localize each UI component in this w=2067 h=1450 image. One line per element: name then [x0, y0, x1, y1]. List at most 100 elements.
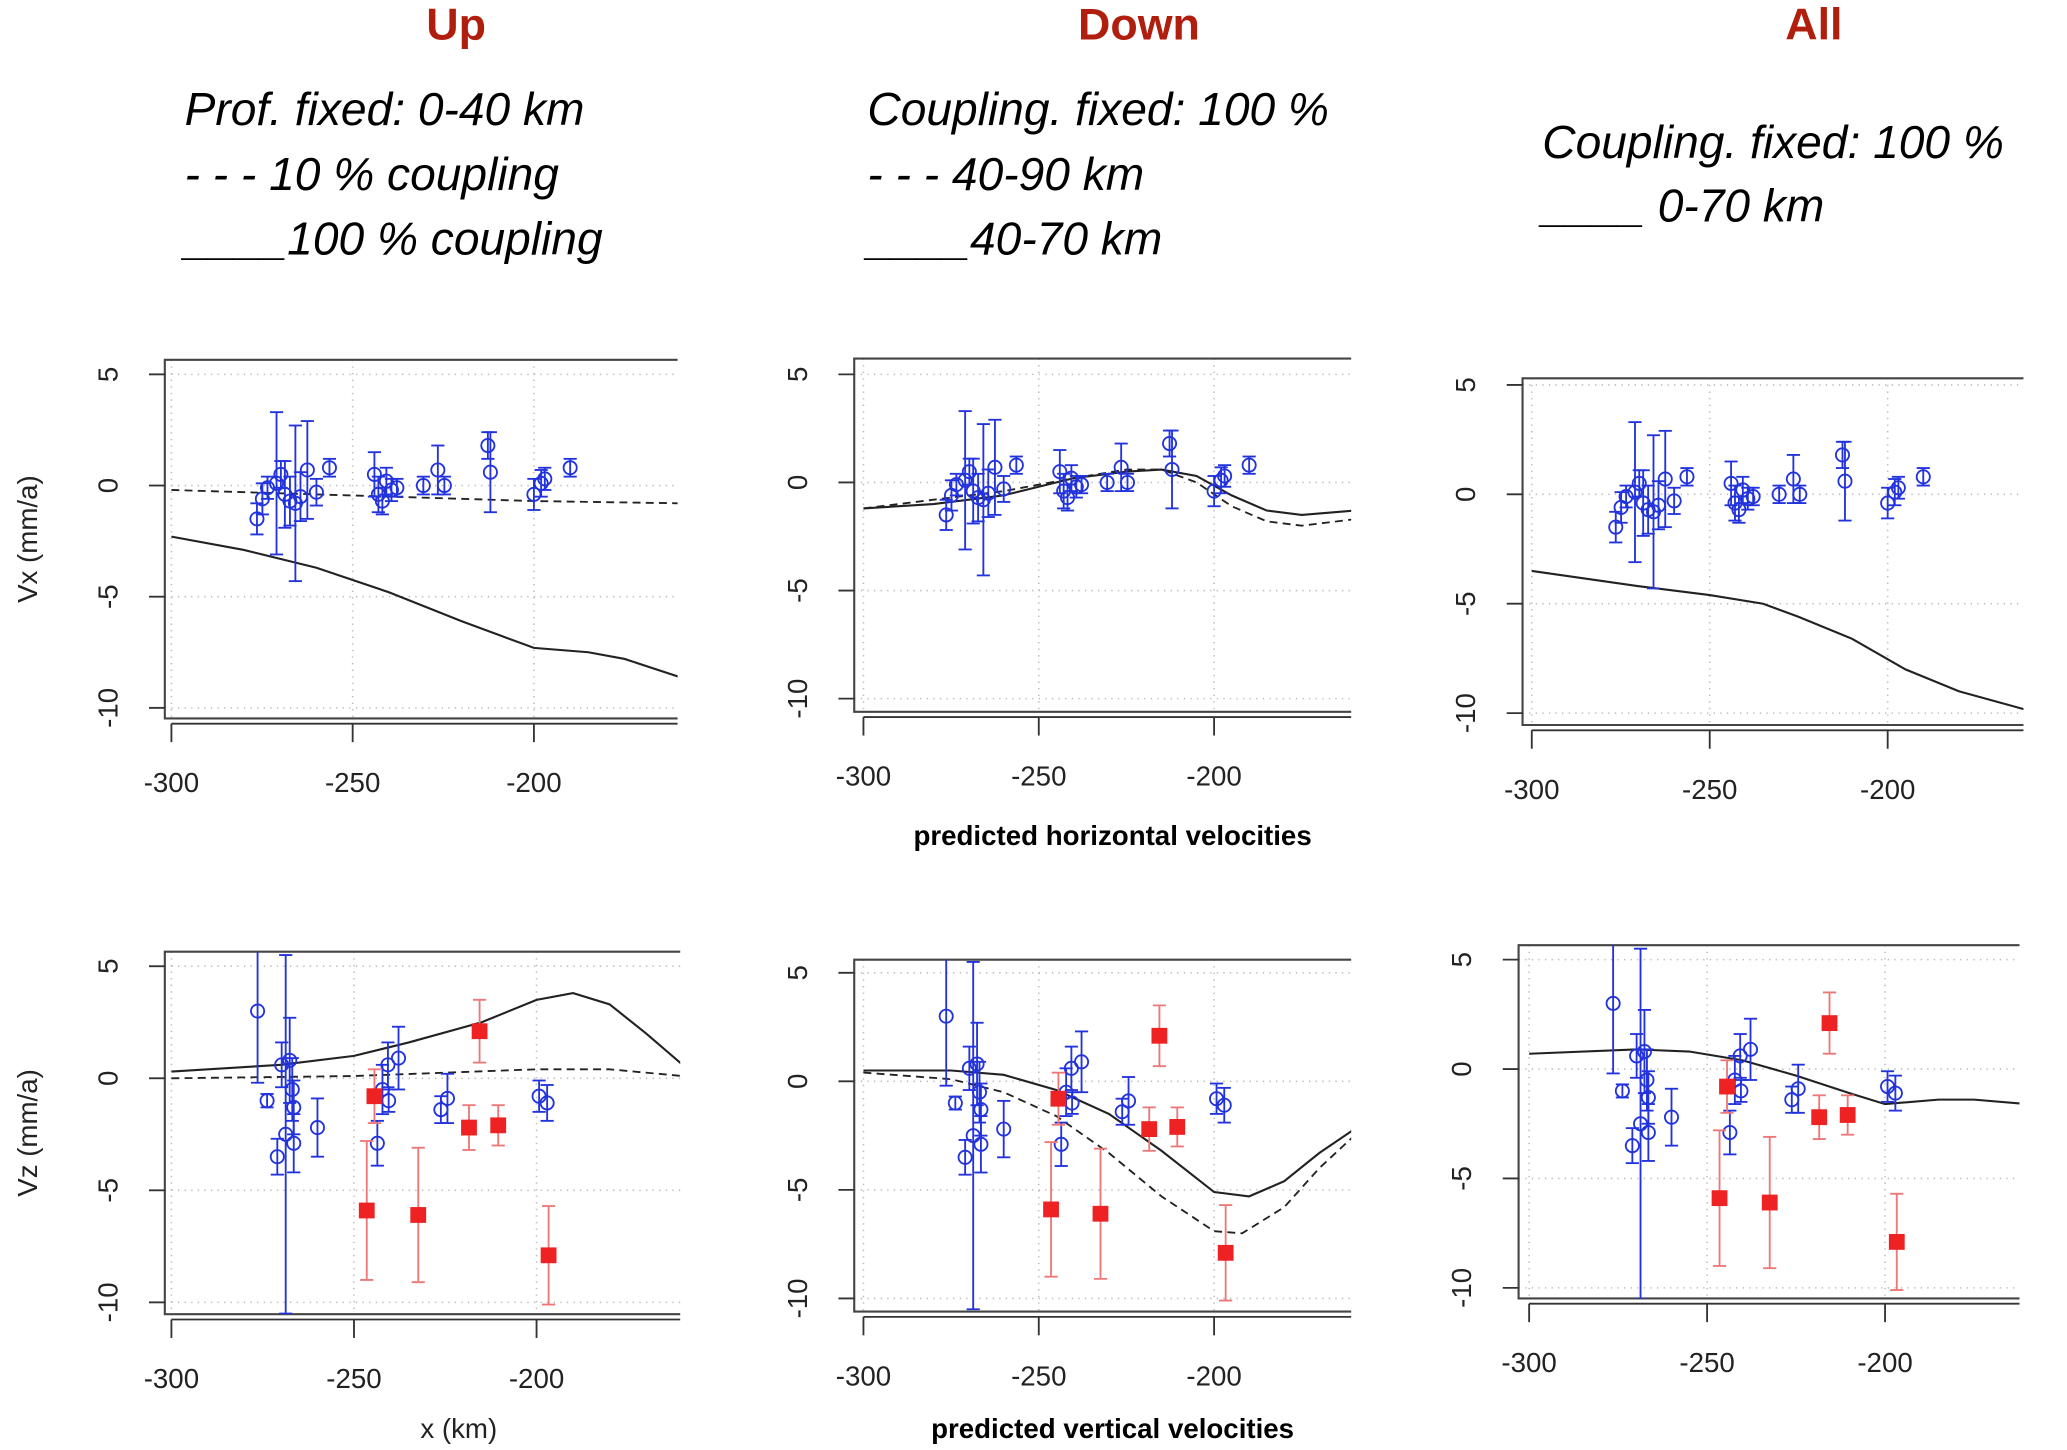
vertical-leveling-point	[490, 1117, 507, 1134]
x-tick-label: -300	[144, 1363, 199, 1394]
horizontal-obs-point	[1099, 474, 1115, 490]
plot-frame	[1521, 377, 2024, 727]
horizontal-obs-point	[482, 464, 498, 480]
y-tick-label: -10	[1446, 1268, 1477, 1308]
model-line-dashed	[171, 1068, 681, 1080]
y-tick-label: 5	[782, 965, 813, 980]
horizontal-obs-point	[1657, 471, 1673, 487]
column-title-up: Up	[426, 0, 486, 50]
horizontal-obs-point	[308, 484, 324, 500]
all-legend-line-2: ____ 0-70 km	[1538, 179, 1824, 231]
horizontal-obs-point	[1745, 488, 1761, 505]
x-tick-label: -300	[1501, 1347, 1556, 1378]
x-tick-label: -300	[836, 761, 891, 792]
vertical-gps-point	[274, 1057, 290, 1073]
y-tick-label: -5	[1450, 591, 1481, 616]
horizontal-obs-point	[938, 507, 954, 523]
plot-frame	[853, 357, 1352, 713]
y-tick-label: -10	[92, 688, 123, 728]
y-tick-label: 0	[1446, 1061, 1477, 1076]
vertical-gps-point	[972, 1084, 988, 1100]
model-line-solid	[1531, 569, 2024, 711]
x-tick-label: -250	[325, 767, 380, 798]
vertical-leveling-point	[1888, 1234, 1905, 1250]
vertical-leveling-point	[1719, 1078, 1735, 1095]
horizontal-obs-point	[269, 475, 285, 491]
horizontal-obs-point	[1735, 482, 1751, 498]
plot-frame	[853, 958, 1352, 1313]
y-tick-label: -5	[1446, 1166, 1477, 1191]
x-axis-label: x (km)	[420, 1413, 497, 1444]
horizontal-obs-point	[1119, 474, 1135, 490]
y-tick-label: -5	[782, 578, 813, 603]
plot-frame	[1517, 944, 2020, 1300]
vertical-leveling-point	[1821, 1015, 1838, 1032]
x-tick-label: -250	[1011, 1360, 1066, 1391]
y-axis-label: Vx (mm/a)	[12, 475, 43, 603]
all-legend-line-1: Coupling. fixed: 100 %	[1542, 116, 2004, 168]
vertical-gps-point	[1074, 1054, 1090, 1070]
vertical-gps-point	[1640, 1124, 1656, 1141]
y-tick-label: 5	[1446, 952, 1477, 967]
horizontal-obs-point	[961, 464, 977, 480]
vertical-gps-point	[1742, 1041, 1759, 1057]
vertical-leveling-point	[1141, 1121, 1158, 1138]
horizontal-obs-point	[415, 478, 431, 494]
vertical-gps-point	[957, 1149, 973, 1165]
horizontal-obs-point	[1890, 480, 1906, 496]
horizontal-obs-point	[1164, 461, 1180, 477]
vertical-gps-point	[1732, 1048, 1748, 1064]
y-tick-label: -10	[782, 1278, 813, 1318]
column-title-all: All	[1785, 0, 1842, 50]
vertical-gps-point	[380, 1057, 396, 1073]
panel-horizontal-all: -300 -250 -200 5 0 -5 -10	[1450, 377, 2024, 805]
vertical-gps-point	[1639, 1072, 1655, 1088]
vertical-gps-point	[284, 1081, 300, 1097]
y-tick-label: 5	[1450, 377, 1481, 392]
down-legend-line-3: ____40-70 km	[863, 212, 1162, 264]
horizontal-obs-point	[1631, 475, 1647, 491]
x-tick-label: -300	[1504, 774, 1559, 805]
y-tick-label: 0	[1450, 487, 1481, 502]
vertical-leveling-point	[540, 1247, 557, 1264]
y-tick-label: -10	[1450, 693, 1481, 733]
vertical-leveling-point	[1811, 1109, 1828, 1126]
vertical-gps-point	[269, 1149, 285, 1165]
vertical-leveling-point	[1839, 1107, 1856, 1123]
up-legend-line-2: - - - 10 % coupling	[185, 148, 560, 200]
down-legend-line-2: - - - 40-90 km	[867, 148, 1144, 200]
horizontal-obs-point	[1679, 469, 1695, 485]
vertical-gps-point	[1121, 1093, 1137, 1109]
y-tick-label: 0	[782, 475, 813, 490]
y-tick-label: 5	[92, 367, 123, 382]
vertical-gps-point	[282, 1052, 298, 1068]
horizontal-obs-point	[321, 460, 337, 476]
vertical-gps-point	[439, 1090, 455, 1106]
y-tick-label: -5	[92, 584, 123, 609]
column-title-down: Down	[1078, 0, 1200, 50]
vertical-gps-point	[1629, 1048, 1645, 1064]
y-tick-label: -10	[782, 679, 813, 719]
x-tick-label: -300	[836, 1360, 891, 1391]
horizontal-obs-point	[1052, 464, 1068, 480]
horizontal-obs-point	[249, 511, 265, 527]
horizontal-obs-point	[1837, 473, 1853, 489]
vertical-leveling-point	[1217, 1244, 1234, 1261]
vertical-gps-point	[391, 1050, 407, 1066]
model-line-dashed	[863, 1071, 1352, 1235]
vertical-leveling-point	[1092, 1205, 1109, 1222]
horizontal-obs-point	[259, 480, 275, 496]
panel-horizontal-up: -300 -250 -200 5 0 -5 -10 Vx (mm/a)	[12, 358, 678, 798]
horizontal-obs-point	[273, 466, 289, 482]
vertical-gps-point	[1636, 1044, 1652, 1060]
vertical-gps-point	[1624, 1138, 1640, 1154]
horizontal-obs-point	[1608, 519, 1624, 535]
x-tick-label: -200	[1860, 774, 1915, 805]
x-tick-label: -200	[1857, 1347, 1912, 1378]
vertical-gps-point	[1053, 1136, 1069, 1152]
y-tick-label: 5	[92, 959, 123, 974]
vertical-gps-point	[1216, 1097, 1232, 1113]
vertical-gps-point	[1605, 995, 1621, 1011]
plot-area	[171, 951, 681, 1315]
